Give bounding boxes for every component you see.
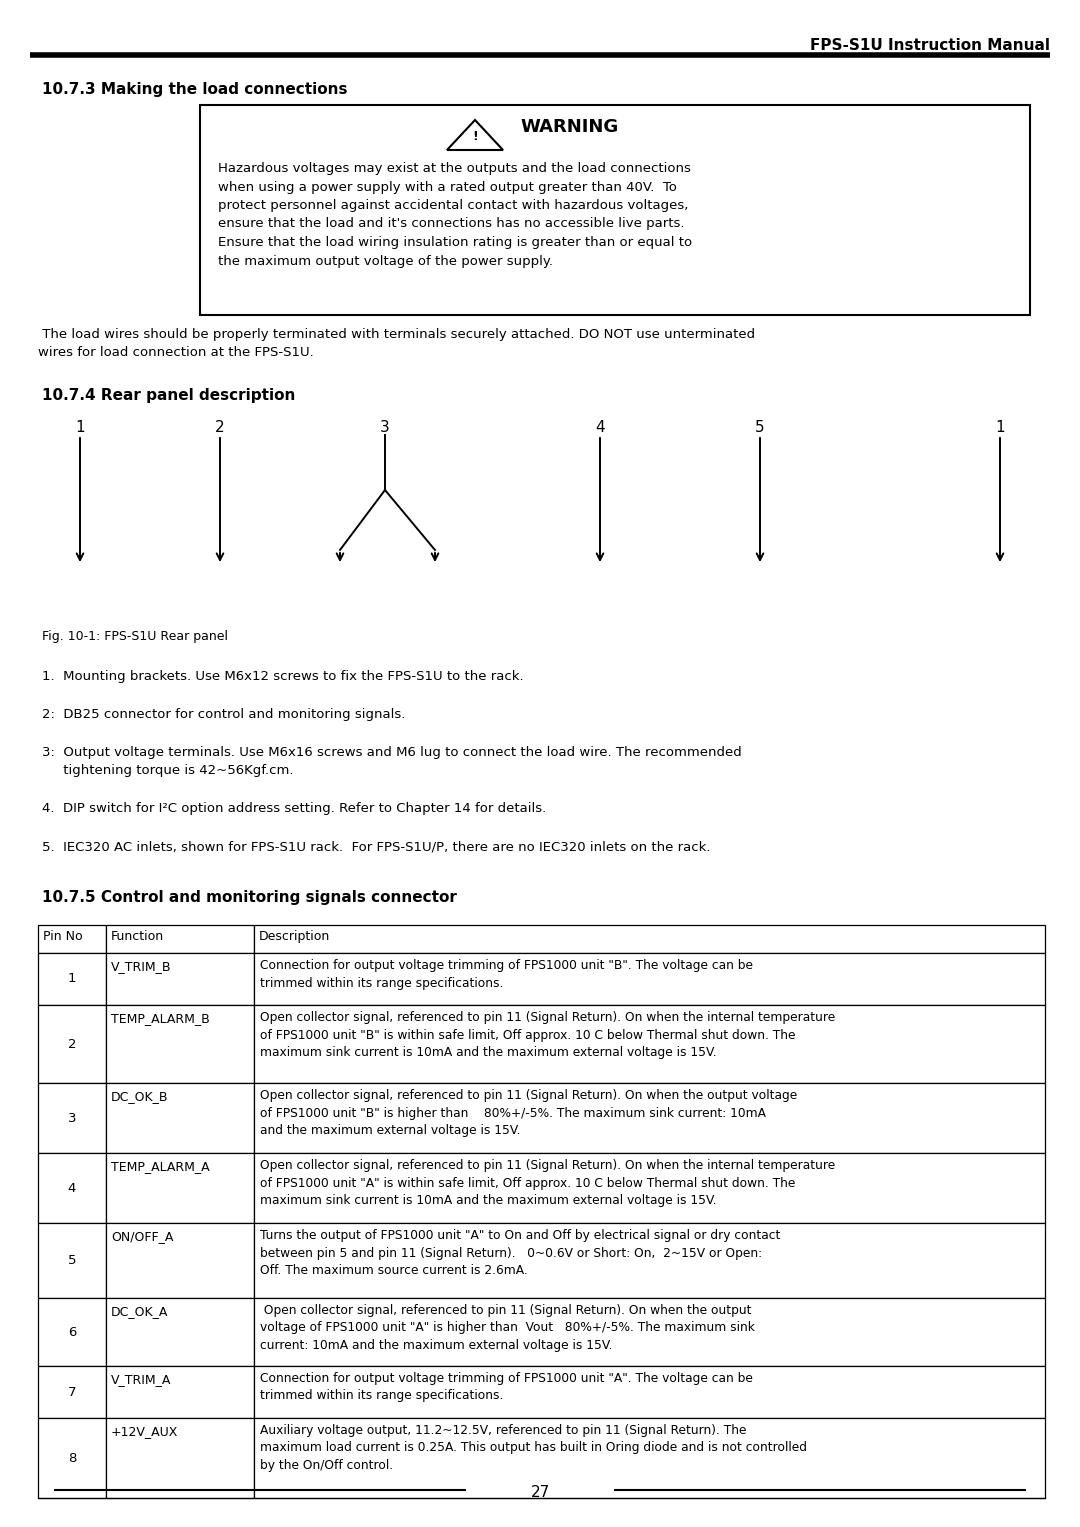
Text: 2: 2 <box>68 1037 77 1051</box>
Bar <box>38 1153 106 1223</box>
Text: 10.7.3 Making the load connections: 10.7.3 Making the load connections <box>42 82 348 98</box>
Bar <box>106 1367 254 1419</box>
Text: The load wires should be properly terminated with terminals securely attached. D: The load wires should be properly termin… <box>38 328 755 359</box>
Text: TEMP_ALARM_B: TEMP_ALARM_B <box>111 1012 210 1025</box>
Bar <box>200 105 1030 315</box>
Text: 4: 4 <box>595 420 605 435</box>
Bar <box>106 1083 254 1153</box>
Bar <box>38 1005 106 1083</box>
Bar <box>106 1153 254 1223</box>
Bar <box>254 1083 1045 1153</box>
Text: 4: 4 <box>68 1182 77 1194</box>
Bar <box>38 953 106 1005</box>
Bar <box>38 1083 106 1153</box>
Bar <box>38 1367 106 1419</box>
Text: 1.  Mounting brackets. Use M6x12 screws to fix the FPS-S1U to the rack.: 1. Mounting brackets. Use M6x12 screws t… <box>42 670 524 683</box>
Polygon shape <box>447 121 503 150</box>
Text: 1: 1 <box>995 420 1004 435</box>
Text: V_TRIM_A: V_TRIM_A <box>111 1373 172 1387</box>
Bar <box>254 1367 1045 1419</box>
Text: 1: 1 <box>76 420 85 435</box>
Text: 3: 3 <box>380 420 390 435</box>
Text: 8: 8 <box>68 1452 77 1464</box>
Text: 3:  Output voltage terminals. Use M6x16 screws and M6 lug to connect the load wi: 3: Output voltage terminals. Use M6x16 s… <box>42 747 742 777</box>
Text: 2: 2 <box>215 420 225 435</box>
Text: Turns the output of FPS1000 unit "A" to On and Off by electrical signal or dry c: Turns the output of FPS1000 unit "A" to … <box>260 1229 781 1277</box>
Bar <box>38 925 106 953</box>
Text: 5: 5 <box>68 1254 77 1267</box>
Text: 27: 27 <box>530 1484 550 1500</box>
Text: Hazardous voltages may exist at the outputs and the load connections
when using : Hazardous voltages may exist at the outp… <box>218 162 692 267</box>
Text: Open collector signal, referenced to pin 11 (Signal Return). On when the interna: Open collector signal, referenced to pin… <box>260 1159 835 1206</box>
Text: DC_OK_B: DC_OK_B <box>111 1090 168 1102</box>
Text: Open collector signal, referenced to pin 11 (Signal Return). On when the output
: Open collector signal, referenced to pin… <box>260 1304 755 1351</box>
Text: V_TRIM_B: V_TRIM_B <box>111 960 172 973</box>
Bar <box>106 1419 254 1498</box>
Text: 5.  IEC320 AC inlets, shown for FPS-S1U rack.  For FPS-S1U/P, there are no IEC32: 5. IEC320 AC inlets, shown for FPS-S1U r… <box>42 840 711 854</box>
Bar <box>254 1153 1045 1223</box>
Text: 4.  DIP switch for I²C option address setting. Refer to Chapter 14 for details.: 4. DIP switch for I²C option address set… <box>42 802 546 815</box>
Text: ON/OFF_A: ON/OFF_A <box>111 1231 174 1243</box>
Bar <box>254 953 1045 1005</box>
Text: TEMP_ALARM_A: TEMP_ALARM_A <box>111 1161 210 1173</box>
Text: Pin No: Pin No <box>43 930 83 944</box>
Bar <box>254 925 1045 953</box>
Bar <box>106 953 254 1005</box>
Bar <box>38 1419 106 1498</box>
Text: Connection for output voltage trimming of FPS1000 unit "A". The voltage can be
t: Connection for output voltage trimming o… <box>260 1371 753 1402</box>
Text: Description: Description <box>259 930 330 944</box>
Text: Open collector signal, referenced to pin 11 (Signal Return). On when the output : Open collector signal, referenced to pin… <box>260 1089 797 1138</box>
Text: 7: 7 <box>68 1385 77 1399</box>
Text: DC_OK_A: DC_OK_A <box>111 1306 168 1318</box>
Bar <box>38 1298 106 1367</box>
Bar <box>254 1419 1045 1498</box>
Text: FPS-S1U Instruction Manual: FPS-S1U Instruction Manual <box>810 38 1050 53</box>
Bar <box>106 1298 254 1367</box>
Bar <box>254 1223 1045 1298</box>
Bar <box>106 1005 254 1083</box>
Text: 1: 1 <box>68 973 77 985</box>
Text: +12V_AUX: +12V_AUX <box>111 1425 178 1438</box>
Text: 3: 3 <box>68 1112 77 1124</box>
Text: 10.7.5 Control and monitoring signals connector: 10.7.5 Control and monitoring signals co… <box>42 890 457 906</box>
Text: Function: Function <box>111 930 164 944</box>
Text: 5: 5 <box>755 420 765 435</box>
Text: 2:  DB25 connector for control and monitoring signals.: 2: DB25 connector for control and monito… <box>42 709 405 721</box>
Bar <box>254 1298 1045 1367</box>
Text: Open collector signal, referenced to pin 11 (Signal Return). On when the interna: Open collector signal, referenced to pin… <box>260 1011 835 1060</box>
Text: Connection for output voltage trimming of FPS1000 unit "B". The voltage can be
t: Connection for output voltage trimming o… <box>260 959 753 989</box>
Bar <box>106 925 254 953</box>
Bar <box>254 1005 1045 1083</box>
Text: 10.7.4 Rear panel description: 10.7.4 Rear panel description <box>42 388 295 403</box>
Text: WARNING: WARNING <box>519 118 618 136</box>
Text: 6: 6 <box>68 1325 77 1339</box>
Bar <box>38 1223 106 1298</box>
Bar <box>106 1223 254 1298</box>
Text: Fig. 10-1: FPS-S1U Rear panel: Fig. 10-1: FPS-S1U Rear panel <box>42 631 228 643</box>
Text: !: ! <box>472 130 477 144</box>
Text: Auxiliary voltage output, 11.2~12.5V, referenced to pin 11 (Signal Return). The
: Auxiliary voltage output, 11.2~12.5V, re… <box>260 1425 807 1472</box>
